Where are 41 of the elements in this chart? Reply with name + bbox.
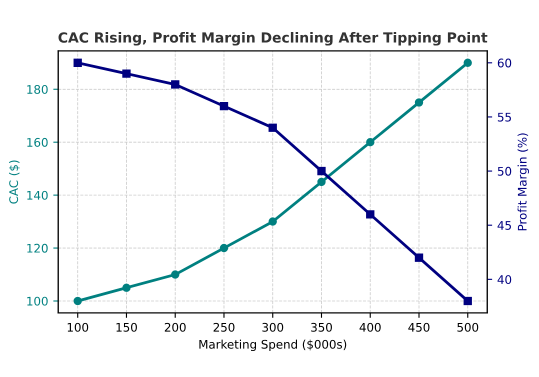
x-tick-label: 150 [116, 322, 137, 332]
x-tick-label: 500 [457, 322, 478, 332]
x-axis-title: Marketing Spend ($000s) [199, 340, 346, 352]
point [171, 80, 180, 89]
y-tick-label: 180 [27, 84, 48, 94]
y-tick-label: 140 [27, 190, 48, 200]
point [366, 210, 374, 219]
y2-tick-label: 40 [498, 275, 512, 284]
x-tick-label: 200 [164, 322, 186, 332]
y-tick-label: 120 [27, 244, 48, 253]
chart-title: CAC Rising, Profit Margin Declining After Tipping Point [58, 32, 488, 46]
x-tick-label: 350 [311, 322, 332, 332]
x-tick-label: 250 [214, 322, 234, 332]
y-tick-label: 100 [27, 296, 48, 306]
y2-tick-label: 50 [498, 166, 512, 176]
y-tick-label: 160 [27, 138, 48, 147]
y-axis-title: CAC ($) [8, 160, 20, 204]
point [268, 217, 277, 226]
point [464, 58, 472, 67]
y2-tick-label: 45 [498, 221, 511, 230]
point [317, 166, 326, 176]
y2-axis-title: Profit Margin (%) [518, 133, 529, 230]
point [268, 124, 277, 132]
point [220, 102, 228, 110]
y2-tick-label: 60 [498, 58, 512, 68]
point [366, 138, 374, 146]
x-tick-label: 100 [68, 322, 88, 332]
point [464, 296, 472, 306]
point [122, 69, 131, 78]
point [317, 178, 326, 186]
point [220, 244, 228, 252]
point [414, 254, 424, 262]
y2-tick-label: 55 [498, 112, 511, 122]
point [414, 98, 424, 107]
point [74, 58, 82, 67]
x-tick-label: 400 [360, 322, 381, 332]
x-tick-label: 300 [262, 322, 284, 332]
point [74, 296, 82, 306]
x-tick-label: 450 [408, 322, 430, 332]
point [122, 284, 131, 292]
point [171, 270, 180, 279]
